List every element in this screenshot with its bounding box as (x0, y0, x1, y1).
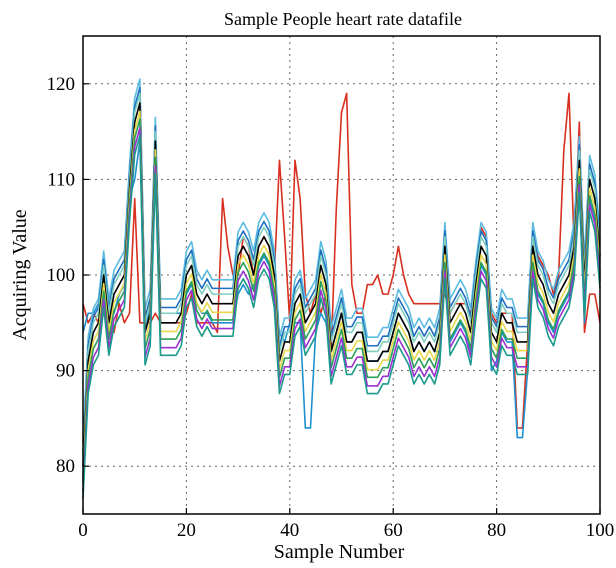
x-tick-label: 20 (177, 520, 196, 541)
y-tick-label: 80 (56, 456, 75, 477)
y-axis-label: Acquiring Value (9, 209, 31, 340)
chart-title: Sample People heart rate datafile (224, 9, 462, 29)
series-line-red (82, 92, 601, 429)
x-tick-label: 0 (78, 520, 88, 541)
axis-ticks: 0 20 40 60 80 100 80 90 100 110 120 (47, 74, 615, 541)
grid-lines (83, 36, 600, 514)
series-line-6 (82, 118, 601, 483)
y-tick-label: 120 (47, 74, 76, 95)
series-line-2 (82, 86, 601, 451)
y-tick-label: 110 (47, 169, 75, 190)
x-tick-label: 80 (487, 520, 506, 541)
y-tick-label: 100 (47, 265, 76, 286)
series-line-3 (82, 92, 601, 457)
series-line-7 (82, 126, 601, 492)
x-tick-label: 60 (384, 520, 403, 541)
series-line-5 (82, 110, 601, 475)
series-lines (82, 78, 601, 499)
x-tick-label: 100 (586, 520, 615, 541)
y-tick-label: 90 (56, 361, 75, 382)
series-line-1 (82, 78, 601, 443)
x-axis-label: Sample Number (274, 541, 405, 563)
series-line-8 (82, 134, 601, 499)
x-tick-label: 40 (280, 520, 299, 541)
series-line-4 (82, 102, 601, 467)
